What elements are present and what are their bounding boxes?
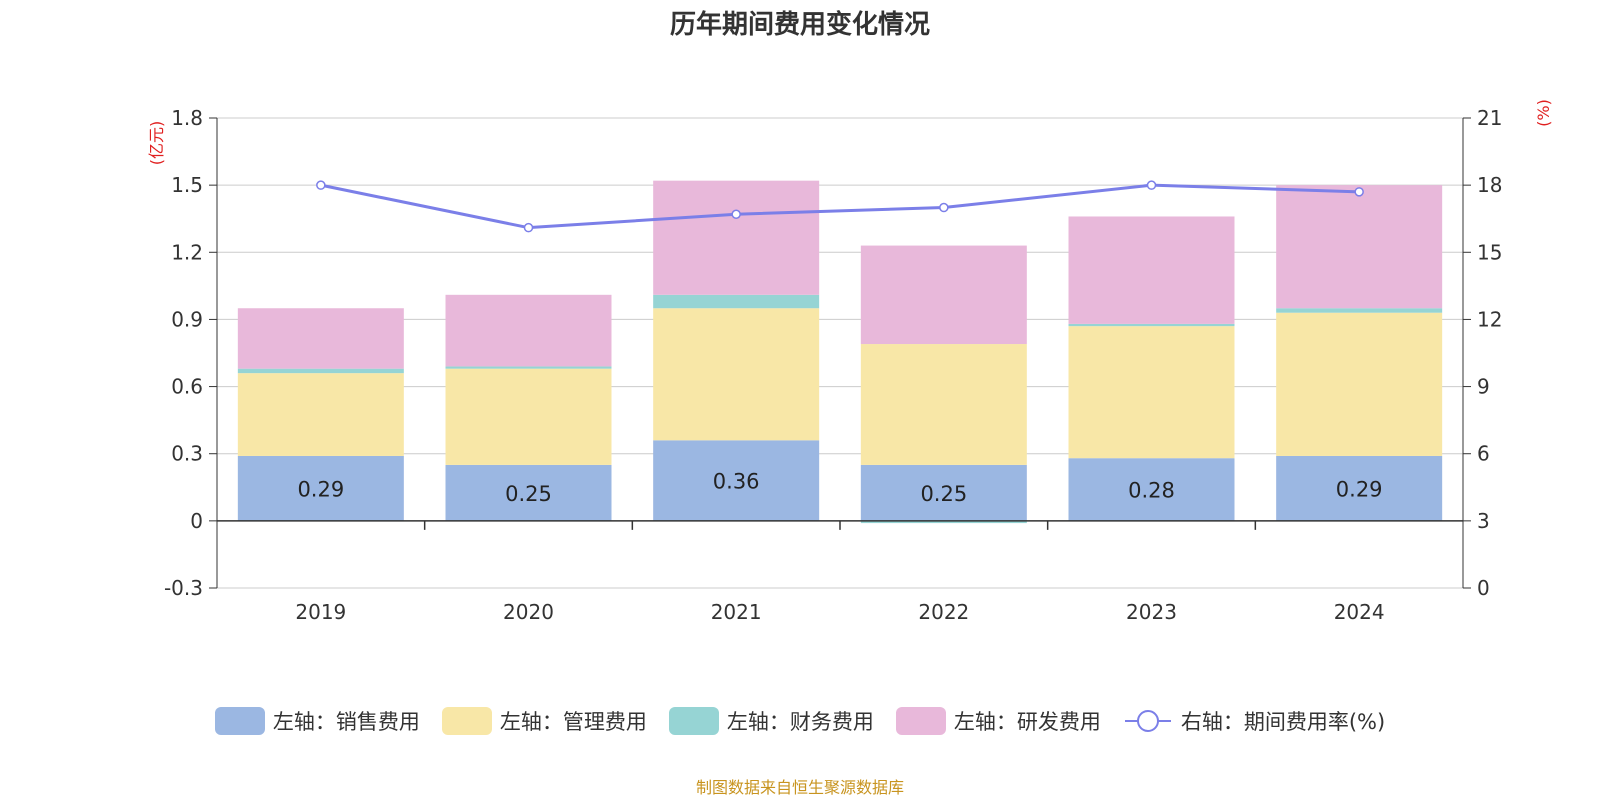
legend-label-finance: 左轴：财务费用 <box>726 710 874 734</box>
left-tick-label: -0.3 <box>164 576 203 600</box>
right-tick-label: 6 <box>1477 442 1490 466</box>
right-tick-label: 0 <box>1477 576 1490 600</box>
legend-item-finance[interactable]: 左轴：财务费用 <box>668 706 874 736</box>
left-tick-label: 1.8 <box>171 106 203 130</box>
left-tick-label: 0.3 <box>171 442 203 466</box>
bar-rd-2022 <box>860 245 1027 345</box>
x-tick-label-2021: 2021 <box>711 600 762 624</box>
bar-finance-2020 <box>445 366 612 369</box>
left-tick-label: 1.5 <box>171 173 203 197</box>
x-tick-label-2019: 2019 <box>295 600 346 624</box>
bar-admin-2023 <box>1068 326 1235 459</box>
x-tick-label-2023: 2023 <box>1126 600 1177 624</box>
bar-finance-2024 <box>1276 308 1443 313</box>
right-tick-label: 3 <box>1477 509 1490 533</box>
bar-rd-2020 <box>445 294 612 367</box>
chart-title: 历年期间费用变化情况 <box>669 10 930 40</box>
legend-item-rd[interactable]: 左轴：研发费用 <box>895 706 1101 736</box>
bar-admin-2020 <box>445 368 612 465</box>
right-axis-unit: (%) <box>1534 99 1553 127</box>
bar-admin-2019 <box>237 373 404 456</box>
x-tick-label-2022: 2022 <box>918 600 969 624</box>
bar-data-label-2023: 0.28 <box>1128 479 1175 503</box>
legend-label-ratio: 右轴：期间费用率(%) <box>1180 710 1386 734</box>
legend-item-admin[interactable]: 左轴：管理费用 <box>441 706 647 736</box>
right-tick-label: 15 <box>1477 240 1502 264</box>
legend-line-marker-icon <box>1124 710 1171 732</box>
legend-label-admin: 左轴：管理费用 <box>499 710 647 734</box>
chart-legend: 左轴：销售费用 左轴：管理费用 左轴：财务费用 左轴：研发费用 右轴：期间费用率… <box>0 704 1600 738</box>
bar-data-label-2019: 0.29 <box>297 477 344 501</box>
left-tick-label: 0.6 <box>171 375 203 399</box>
bar-admin-2022 <box>860 344 1027 465</box>
expense-ratio-point-2021 <box>731 209 741 219</box>
bar-data-label-2020: 0.25 <box>505 482 552 506</box>
expense-ratio-point-2020 <box>523 222 534 233</box>
bar-rd-2021 <box>653 180 820 295</box>
bar-rd-2023 <box>1068 216 1235 324</box>
bar-finance-2019 <box>237 368 404 374</box>
bar-data-label-2024: 0.29 <box>1336 477 1383 501</box>
legend-label-rd: 左轴：研发费用 <box>953 710 1101 734</box>
bar-rd-2019 <box>237 308 404 369</box>
bar-data-label-2022: 0.25 <box>920 482 967 506</box>
stacked-bar-line-chart: -0.3 0 0.3 0.6 0.9 1.2 1.5 1.8 0 3 6 9 12 15 18 21 (亿元) (… <box>147 99 1553 624</box>
bar-admin-2024 <box>1276 312 1443 456</box>
bar-sales-2021 <box>653 440 820 521</box>
expense-ratio-point-2023 <box>1146 180 1157 190</box>
x-tick-label-2024: 2024 <box>1334 600 1385 624</box>
left-tick-label: 0.9 <box>171 307 203 331</box>
bar-sales-2019 <box>237 455 404 521</box>
right-tick-label: 18 <box>1477 173 1502 197</box>
legend-swatch-admin <box>441 707 492 735</box>
bar-sales-2022 <box>860 464 1027 521</box>
right-tick-label: 12 <box>1477 307 1502 331</box>
bar-finance-2023 <box>1068 323 1235 327</box>
bar-sales-2020 <box>445 464 612 521</box>
expense-ratio-line <box>320 183 1360 230</box>
left-tick-label: 1.2 <box>171 240 203 264</box>
right-tick-label: 9 <box>1477 375 1490 399</box>
bar-finance-2021 <box>653 294 820 309</box>
expense-ratio-point-2019 <box>316 180 326 190</box>
bar-sales-2023 <box>1068 458 1235 521</box>
legend-item-ratio[interactable]: 右轴：期间费用率(%) <box>1123 706 1385 736</box>
left-axis-unit: (亿元) <box>147 121 166 166</box>
expense-ratio-point-2024 <box>1354 187 1364 197</box>
legend-swatch-finance <box>668 707 719 735</box>
bar-finance-2022 <box>860 520 1027 524</box>
legend-label-sales: 左轴：销售费用 <box>272 710 420 734</box>
left-tick-label: 0 <box>190 509 203 533</box>
bar-rd-2024 <box>1276 185 1443 309</box>
expense-ratio-point-2022 <box>939 202 949 213</box>
bar-sales-2024 <box>1276 455 1443 521</box>
right-tick-label: 21 <box>1477 106 1502 130</box>
legend-swatch-sales <box>214 707 265 735</box>
bar-data-label-2021: 0.36 <box>713 470 760 494</box>
legend-item-sales[interactable]: 左轴：销售费用 <box>214 706 420 736</box>
data-source-note: 制图数据来自恒生聚源数据库 <box>695 778 904 797</box>
bar-admin-2021 <box>653 308 820 441</box>
legend-swatch-rd <box>895 707 946 735</box>
x-tick-label-2020: 2020 <box>503 600 554 624</box>
